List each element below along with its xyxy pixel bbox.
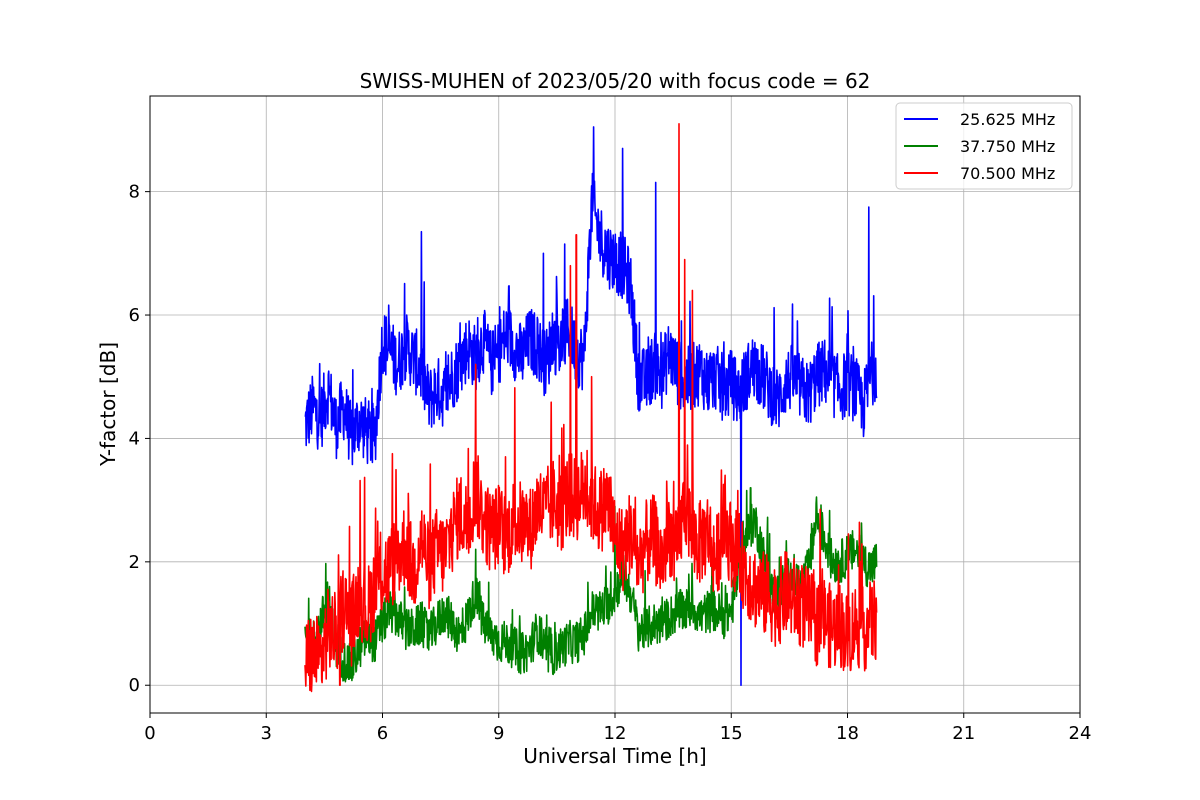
x-tick-label: 6 xyxy=(377,723,388,744)
legend-entry: 37.750 MHz xyxy=(960,137,1055,156)
y-tick-label: 0 xyxy=(129,675,140,696)
x-tick-label: 9 xyxy=(493,723,504,744)
x-tick-label: 24 xyxy=(1069,723,1092,744)
legend-box xyxy=(895,102,1073,190)
y-tick-label: 6 xyxy=(129,305,140,326)
series-group xyxy=(304,123,878,693)
chart-title: SWISS-MUHEN of 2023/05/20 with focus cod… xyxy=(360,69,871,93)
y-tick-label: 2 xyxy=(129,552,140,573)
y-tick-label: 4 xyxy=(129,428,140,449)
x-tick-label: 15 xyxy=(720,723,743,744)
y-tick-label: 8 xyxy=(129,182,140,203)
x-tick-label: 21 xyxy=(952,723,975,744)
x-tick-label: 18 xyxy=(836,723,859,744)
y-axis-label: Y-factor [dB] xyxy=(96,342,120,467)
legend-entry: 25.625 MHz xyxy=(960,110,1055,129)
series-line xyxy=(304,126,878,686)
x-tick-label: 0 xyxy=(144,723,155,744)
x-tick-label: 12 xyxy=(604,723,627,744)
x-axis-label: Universal Time [h] xyxy=(523,744,706,768)
x-tick-label: 3 xyxy=(261,723,272,744)
legend-entry: 70.500 MHz xyxy=(960,164,1055,183)
series-line xyxy=(304,123,878,693)
legend: 25.625 MHz 37.750 MHz 70.500 MHz xyxy=(895,102,1073,190)
